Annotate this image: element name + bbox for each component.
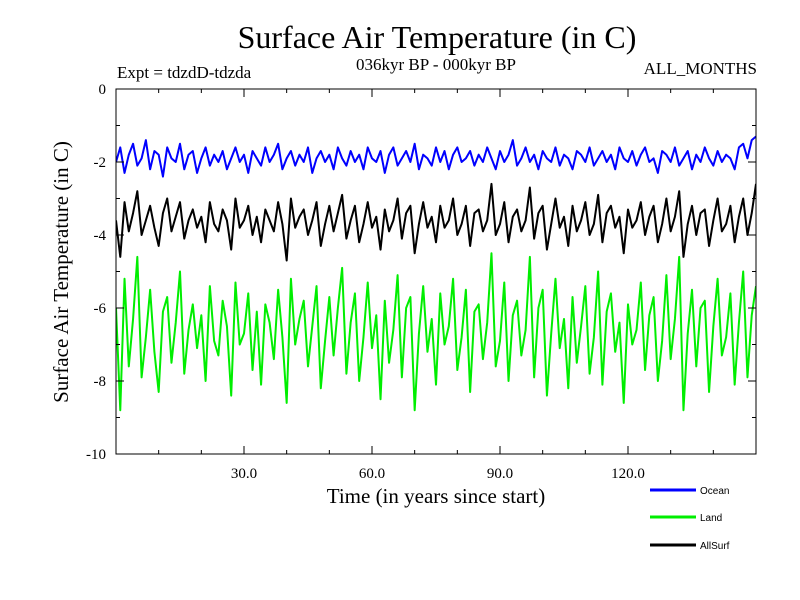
series-line-land bbox=[116, 252, 756, 412]
legend-label-allsurf: AllSurf bbox=[700, 541, 730, 552]
legend: Ocean Land AllSurf bbox=[650, 486, 730, 552]
series-line-allsurf bbox=[116, 182, 756, 262]
chart-subtitle: 036kyr BP - 000kyr BP bbox=[356, 55, 516, 74]
chart-title: Surface Air Temperature (in C) bbox=[238, 19, 637, 55]
series-line-ocean bbox=[116, 135, 756, 178]
y-axis-label: Surface Air Temperature (in C) bbox=[49, 141, 73, 403]
y-tick-label: -2 bbox=[94, 155, 107, 171]
y-tick-label: 0 bbox=[99, 82, 107, 98]
x-axis-label: Time (in years since start) bbox=[327, 484, 546, 508]
y-tick-label: -10 bbox=[86, 447, 106, 463]
x-tick-label: 60.0 bbox=[359, 466, 385, 482]
y-tick-label: -8 bbox=[94, 374, 107, 390]
ticks-layer bbox=[116, 88, 756, 455]
legend-label-ocean: Ocean bbox=[700, 486, 729, 497]
months-label: ALL_MONTHS bbox=[644, 59, 757, 78]
series-layer bbox=[116, 135, 756, 412]
y-tick-label: -4 bbox=[94, 228, 107, 244]
expt-label: Expt = tdzdD-tdzda bbox=[117, 63, 252, 82]
x-tick-label: 120.0 bbox=[611, 466, 645, 482]
legend-label-land: Land bbox=[700, 513, 722, 524]
y-tick-label: -6 bbox=[94, 301, 107, 317]
x-tick-label: 30.0 bbox=[231, 466, 257, 482]
x-tick-label: 90.0 bbox=[487, 466, 513, 482]
tick-labels-layer: 30.0 60.0 90.0 120.0 0 -2 -4 -6 -8 -10 bbox=[86, 82, 645, 482]
